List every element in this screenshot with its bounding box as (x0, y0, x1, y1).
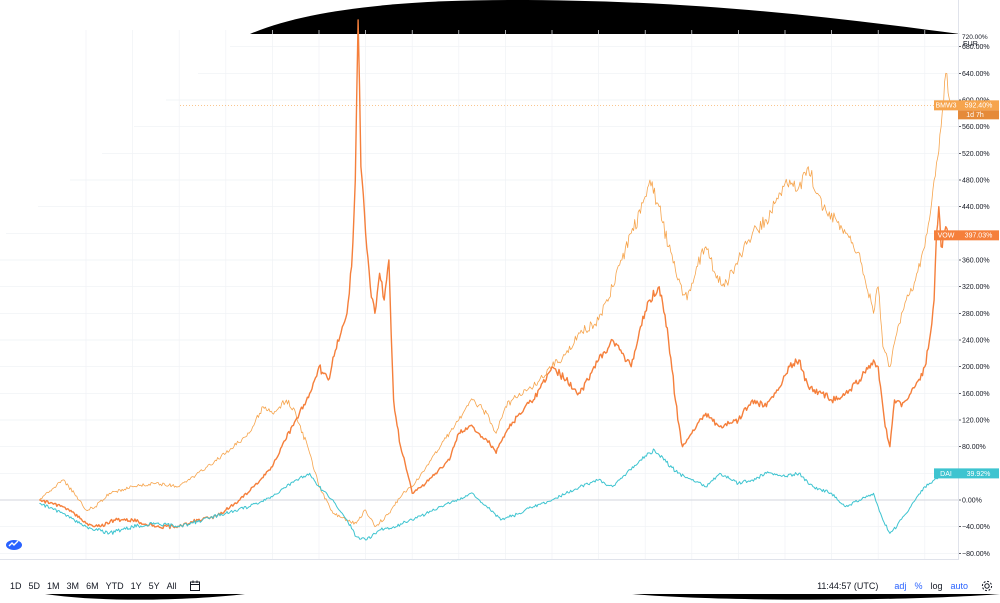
y-tick-label-top: 720.00% (962, 34, 988, 41)
range-button-ytd[interactable]: YTD (105, 581, 124, 591)
y-tick-label-11: 360.00% (962, 258, 990, 265)
price-axis[interactable]: 720.00% −80.00% −40.00% 0.00% 40.00% 80.00% 12… (958, 0, 1000, 560)
y-tick-label-3: 40.00% (962, 471, 986, 478)
y-tick-label-4: 80.00% (962, 444, 986, 451)
series-line-vow (39, 19, 952, 530)
range-button-5y[interactable]: 5Y (148, 581, 160, 591)
bottom-decorative-shape-left (45, 594, 245, 600)
y-tick-label-15: 520.00% (962, 151, 990, 158)
y-tick-label-8: 240.00% (962, 338, 990, 345)
y-tick-label-19: 680.00% (962, 44, 990, 51)
series-line-dai (39, 448, 951, 541)
range-button-1m[interactable]: 1M (47, 581, 60, 591)
range-button-1d[interactable]: 1D (10, 581, 22, 591)
y-tick-label-13: 440.00% (962, 204, 990, 211)
auto-toggle[interactable]: auto (950, 581, 968, 591)
y-tick-label-7: 200.00% (962, 364, 990, 371)
y-tick-label-6: 160.00% (962, 391, 990, 398)
y-tick-label-9: 280.00% (962, 311, 990, 318)
tradingview-logo-icon[interactable] (5, 538, 23, 550)
bottom-decorative-shape-right (632, 594, 1000, 600)
range-button-all[interactable]: All (166, 581, 177, 591)
range-button-6m[interactable]: 6M (86, 581, 99, 591)
range-button-3m[interactable]: 3M (66, 581, 80, 591)
y-tick-label-16: 560.00% (962, 124, 990, 131)
percent-toggle[interactable]: % (914, 581, 923, 591)
y-tick-label-12: 400.00% (962, 231, 990, 238)
chart-plot-area[interactable]: 2003200420052006200720082009201020112012… (0, 0, 958, 560)
y-tick-label-14: 480.00% (962, 178, 990, 185)
y-axis: 720.00% −80.00% −40.00% 0.00% 40.00% 80.00% 12… (959, 34, 990, 558)
y-tick-label-5: 120.00% (962, 418, 990, 425)
range-button-1y[interactable]: 1Y (130, 581, 142, 591)
series-layer (39, 19, 958, 541)
y-tick-label-17: 600.00% (962, 98, 990, 105)
y-tick-label-0: −80.00% (962, 551, 990, 558)
y-tick-label-1: −40.00% (962, 524, 990, 531)
range-selector: 1D 5D 1M 3M 6M YTD 1Y 5Y All (0, 581, 177, 591)
bottom-toolbar: 1D 5D 1M 3M 6M YTD 1Y 5Y All 11:44:57 (UTC) adj … (0, 575, 1000, 597)
scale-controls: 11:44:57 (UTC) adj % log auto (817, 575, 1000, 597)
series-line-bmw3 (39, 72, 951, 528)
top-decorative-shape (250, 0, 960, 34)
currency-label: EUR (963, 41, 978, 48)
range-button-5d[interactable]: 5D (28, 581, 41, 591)
log-toggle[interactable]: log (930, 581, 943, 591)
y-tick-label-10: 320.00% (962, 284, 990, 291)
clock-readout: 11:44:57 (UTC) (817, 581, 879, 591)
y-tick-label-2: 0.00% (962, 498, 982, 505)
y-tick-label-18: 640.00% (962, 71, 990, 78)
grid-layer (0, 30, 958, 560)
gear-icon[interactable] (980, 579, 994, 593)
adj-toggle[interactable]: adj (894, 581, 907, 591)
calendar-range-icon[interactable] (189, 580, 201, 592)
